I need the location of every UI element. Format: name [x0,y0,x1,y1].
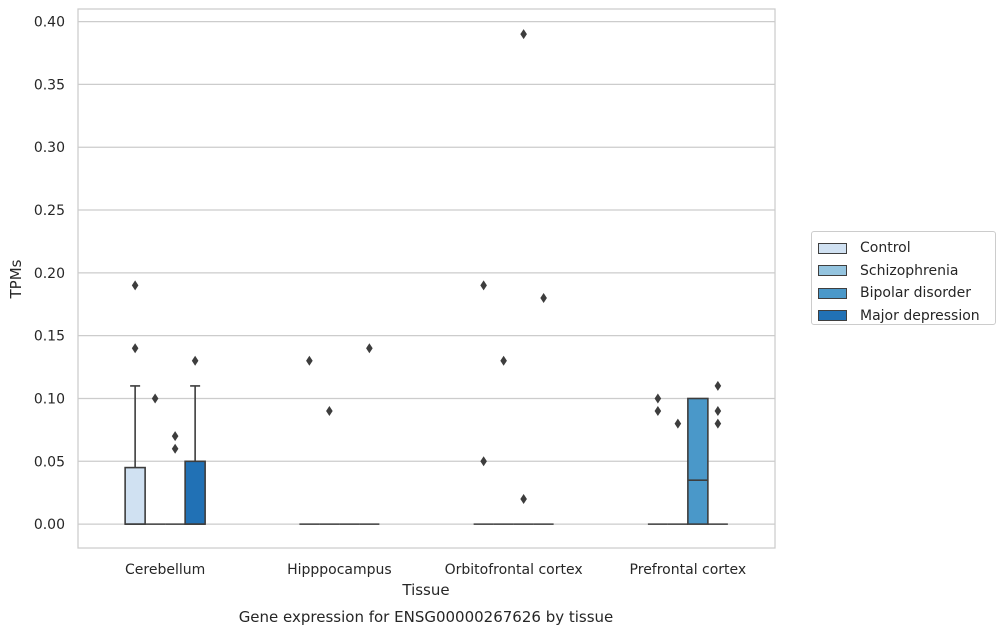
x-tick-label: Prefrontal cortex [630,562,747,578]
outlier-point [366,343,373,354]
x-tick-labels: Cerebellum Hipppocampus Orbitofrontal cort… [125,562,746,578]
y-tick-labels: 0.00 0.05 0.10 0.15 0.20 0.25 0.30 0.35 0.40 [34,15,65,534]
outlier-point [714,380,722,391]
outlier-point [540,292,547,303]
legend-label: Control [860,240,911,257]
y-tick-label: 0.30 [34,140,65,156]
outlier-point [131,280,139,291]
box-1-1 [319,406,340,525]
outlier-point [131,343,139,354]
legend-item-major-depression: Major depression [812,305,995,328]
y-tick-label: 0.35 [34,77,65,93]
box-3-1 [359,343,380,525]
legend-item-control: Control [812,237,995,260]
box-rect [687,397,709,525]
outlier-point [654,393,662,404]
box-1-2 [493,355,514,525]
legend: Control Schizophrenia Bipolar disorder M… [811,231,996,325]
box-3-0 [184,355,206,525]
outlier-point [714,418,722,429]
legend-label: Schizophrenia [860,262,959,279]
box-1-3 [667,418,688,525]
box-2-3 [687,397,709,525]
y-tick-label: 0.20 [34,266,65,282]
y-tick-label: 0.15 [34,329,65,345]
outlier-point [674,418,682,429]
outlier-point [151,393,159,404]
legend-swatch [818,265,847,277]
y-tick-label: 0.00 [34,517,65,533]
box-series [124,29,728,525]
outlier-point [326,406,333,417]
outlier-point [520,29,527,40]
x-axis-label: Tissue [401,581,449,599]
y-tick-label: 0.10 [34,391,65,407]
y-tick-label: 0.05 [34,454,65,470]
outlier-point [480,280,487,291]
box-0-0 [124,280,146,525]
outlier-point [171,431,179,442]
box-3-2 [533,292,554,525]
outlier-point [500,355,507,366]
outlier-point [306,355,313,366]
box-0-2 [473,280,494,525]
x-tick-label: Orbitofrontal cortex [445,562,583,578]
box-rect [184,460,206,525]
outlier-point [654,406,662,417]
box-rect [124,466,146,525]
outlier-point [171,443,179,454]
outlier-point [191,355,199,366]
box-2-2 [513,29,534,525]
legend-swatch [818,242,847,254]
outlier-point [714,406,722,417]
outlier-point [480,456,487,467]
box-0-1 [299,355,320,525]
legend-label: Major depression [860,307,980,324]
y-axis-label: TPMs [7,259,25,299]
plot-frame [77,8,776,549]
figure-caption: Gene expression for ENSG00000267626 by t… [239,608,614,626]
legend-swatch [818,310,847,322]
y-tick-label: 0.25 [34,203,65,219]
outlier-point [520,494,527,504]
x-tick-label: Cerebellum [125,562,205,578]
legend-item-schizophrenia: Schizophrenia [812,260,995,283]
y-tick-label: 0.40 [34,15,65,31]
grid-lines [78,20,775,525]
box-3-3 [707,380,728,525]
box-0-3 [647,393,668,525]
legend-item-bipolar-disorder: Bipolar disorder [812,282,995,305]
box-2-0 [165,431,186,525]
x-tick-label: Hipppocampus [287,562,392,578]
legend-swatch [818,287,847,299]
box-1-0 [145,393,166,525]
legend-label: Bipolar disorder [860,285,972,302]
